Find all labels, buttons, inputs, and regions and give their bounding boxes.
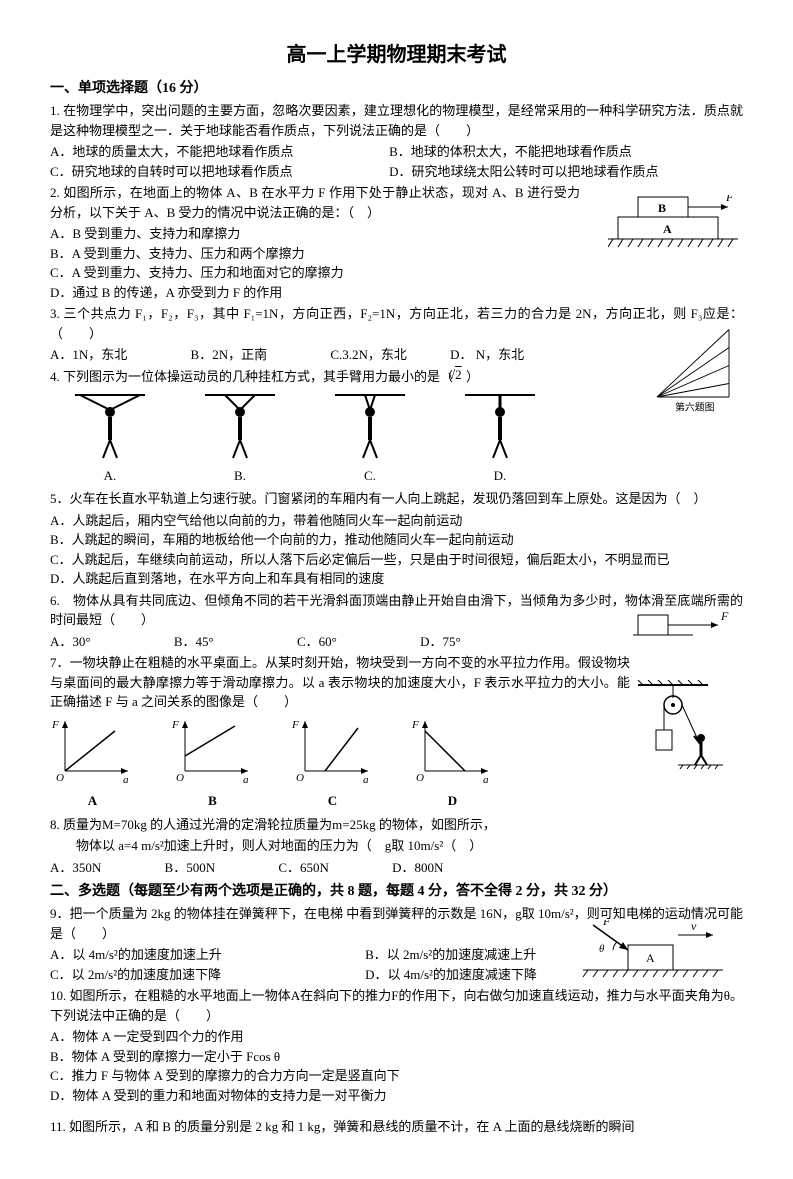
q9-a: A．以 4m/s²的加速度加速上升 bbox=[50, 945, 362, 965]
q8-stem1: 8. 质量为M=70kg 的人通过光滑的定滑轮拉质量为m=25kg 的物体，如图… bbox=[50, 815, 610, 835]
q1-options: A．地球的质量太大，不能把地球看作质点 B．地球的体积太大，不能把地球看作质点 … bbox=[50, 142, 743, 181]
svg-text:a: a bbox=[123, 774, 129, 786]
q4-fig-a: A. bbox=[70, 390, 150, 485]
q11-stem: 11. 如图所示，A 和 B 的质量分别是 2 kg 和 1 kg，弹簧和悬线的… bbox=[50, 1117, 743, 1137]
svg-text:F: F bbox=[51, 719, 59, 731]
q10-v: v bbox=[691, 920, 697, 933]
q6-c: C．60° bbox=[297, 632, 337, 652]
q6-a: A．30° bbox=[50, 632, 91, 652]
q5-options: A．人跳起后，厢内空气给他以向前的力，带着他随同火车一起向前运动 B．人跳起的瞬… bbox=[50, 511, 743, 589]
q8-diagram bbox=[618, 680, 728, 770]
q5-b: B．人跳起的瞬间，车厢的地板给他一个向前的力，推动他随同火车一起向前运动 bbox=[50, 530, 743, 550]
q7-graph-d: F O a D bbox=[410, 716, 495, 811]
q10-a-label: A bbox=[646, 951, 655, 965]
q2-label-a: A bbox=[663, 222, 672, 236]
q3-stem: 3. 三个共点力 F₁，F₂，F₃，其中 F₁=1N，方向正西，F₂=1N，方向… bbox=[50, 304, 743, 343]
q10-stem: 10. 如图所示，在粗糙的水平地面上一物体A在斜向下的推力F的作用下，向右做匀加… bbox=[50, 986, 743, 1025]
q3-d: D． N，东北 bbox=[450, 345, 524, 365]
svg-text:a: a bbox=[363, 774, 369, 786]
q2-c: C．A 受到重力、支持力、压力和地面对它的摩擦力 bbox=[50, 263, 743, 283]
q3-b: B．2N，正南 bbox=[191, 345, 268, 365]
q10-a: A．物体 A 一定受到四个力的作用 bbox=[50, 1027, 500, 1047]
q7-graph-a: F O a A bbox=[50, 716, 135, 811]
q8-b: B．500N bbox=[165, 858, 216, 878]
svg-text:F: F bbox=[171, 719, 179, 731]
q10-options: A．物体 A 一定受到四个力的作用 B．物体 A 受到的摩擦力一定小于 Fcos… bbox=[50, 1027, 500, 1105]
q10-b: B．物体 A 受到的摩擦力一定小于 Fcos θ bbox=[50, 1047, 500, 1067]
q7-label-d: D bbox=[410, 791, 495, 811]
q5-c: C．人跳起后，车继续向前运动，所以人落下后必定偏后一些，只是由于时间很短，偏后距… bbox=[50, 550, 743, 570]
section2-header: 二、多选题（每题至少有两个选项是正确的，共 8 题，每题 4 分，答不全得 2 … bbox=[50, 881, 743, 902]
q1-stem: 1. 在物理学中，突出问题的主要方面，忽略次要因素，建立理想化的物理模型，是经常… bbox=[50, 101, 743, 140]
q4-fig-b: B. bbox=[200, 390, 280, 485]
q7-label-a: A bbox=[50, 791, 135, 811]
q2-d: D．通过 B 的传递，A 亦受到力 F 的作用 bbox=[50, 283, 743, 303]
q6-diagram: 第六题图 bbox=[648, 325, 738, 415]
q10-d: D．物体 A 受到的重力和地面对物体的支持力是一对平衡力 bbox=[50, 1086, 500, 1106]
q5-a: A．人跳起后，厢内空气给他以向前的力，带着他随同火车一起向前运动 bbox=[50, 511, 743, 531]
q7-graph-c: F O a C bbox=[290, 716, 375, 811]
q1-a: A．地球的质量太大，不能把地球看作质点 bbox=[50, 142, 362, 162]
q7-label-b: B bbox=[170, 791, 255, 811]
svg-text:F: F bbox=[291, 719, 299, 731]
q3-options: A．1N，东北 B．2N，正南 C.3.2N，东北 D． N，东北 bbox=[50, 345, 743, 365]
svg-text:a: a bbox=[243, 774, 249, 786]
q7-label-c: C bbox=[290, 791, 375, 811]
q9-c: C．以 2m/s²的加速度加速下降 bbox=[50, 965, 362, 985]
q4-label-c: C. bbox=[330, 466, 410, 486]
q8-stem2: 物体以 a=4 m/s²加速上升时，则人对地面的压力为（ g取 10m/s²（ … bbox=[76, 836, 636, 856]
q7-graph-b: F O a B bbox=[170, 716, 255, 811]
q7-f-label: F bbox=[720, 609, 729, 623]
q10-c: C．推力 F 与物体 A 受到的摩擦力的合力方向一定是竖直向下 bbox=[50, 1066, 500, 1086]
q4-fig-d: D. bbox=[460, 390, 540, 485]
q8-c: C．650N bbox=[278, 858, 329, 878]
q8-d: D．800N bbox=[392, 858, 443, 878]
q3-a: A．1N，东北 bbox=[50, 345, 127, 365]
q10-f: F bbox=[602, 920, 611, 928]
q8-options: A．350N B．500N C．650N D．800N bbox=[50, 858, 743, 878]
svg-text:O: O bbox=[176, 772, 184, 784]
q1-d: D．研究地球绕太阳公转时可以把地球看作质点 bbox=[389, 162, 701, 182]
q1-b: B．地球的体积太大，不能把地球看作质点 bbox=[389, 142, 701, 162]
q8-a: A．350N bbox=[50, 858, 101, 878]
q1-c: C．研究地球的自转时可以把地球看作质点 bbox=[50, 162, 362, 182]
q5-d: D．人跳起后直到落地，在水平方向上和车具有相同的速度 bbox=[50, 569, 743, 589]
q7-force-diagram: F bbox=[633, 605, 733, 645]
q2-diagram: B F A bbox=[608, 195, 738, 255]
q7-stem: 7．一物块静止在粗糙的水平桌面上。从某时刻开始，物块受到一方向不变的水平拉力作用… bbox=[50, 653, 630, 712]
q4-label-d: D. bbox=[460, 466, 540, 486]
svg-text:O: O bbox=[416, 772, 424, 784]
svg-text:F: F bbox=[411, 719, 419, 731]
q10-diagram: F θ A v bbox=[573, 920, 723, 990]
q2-label-b: B bbox=[658, 201, 666, 215]
q4-fig-c: C. bbox=[330, 390, 410, 485]
svg-text:O: O bbox=[56, 772, 64, 784]
q6-d: D．75° bbox=[420, 632, 461, 652]
q4-diagrams: A. B. C. bbox=[70, 390, 743, 485]
q4-label-b: B. bbox=[200, 466, 280, 486]
q5-stem: 5．火车在长直水平轨道上匀速行驶。门窗紧闭的车厢内有一人向上跳起，发现仍落回到车… bbox=[50, 489, 743, 509]
q2-stem: 2. 如图所示，在地面上的物体 A、B 在水平力 F 作用下处于静止状态，现对 … bbox=[50, 183, 580, 222]
q6-label: 第六题图 bbox=[675, 401, 715, 414]
q4-label-a: A. bbox=[70, 466, 150, 486]
q10-theta: θ bbox=[599, 943, 605, 955]
section1-header: 一、单项选择题（16 分） bbox=[50, 78, 743, 99]
page-title: 高一上学期物理期末考试 bbox=[50, 40, 743, 70]
svg-text:O: O bbox=[296, 772, 304, 784]
q4-stem: 4. 下列图示为一位体操运动员的几种挂杠方式，其手臂用力最小的是（ ） √2 bbox=[50, 367, 630, 387]
q2-label-f: F bbox=[725, 195, 734, 204]
q3-c: C.3.2N，东北 bbox=[330, 345, 407, 365]
svg-text:a: a bbox=[483, 774, 489, 786]
q6-b: B．45° bbox=[174, 632, 214, 652]
